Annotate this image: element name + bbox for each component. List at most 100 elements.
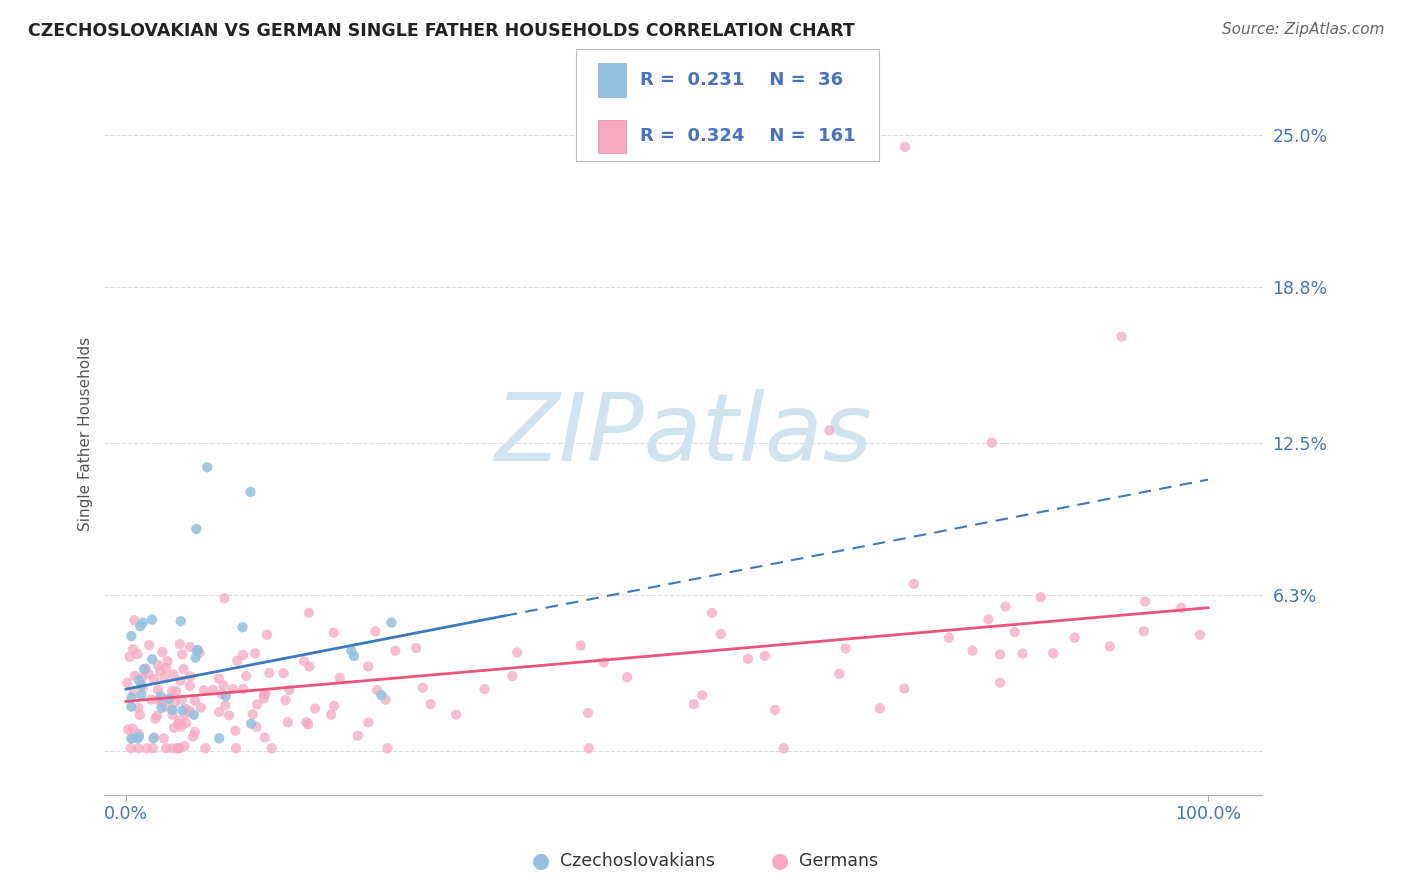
- Point: [894, 140, 917, 154]
- Point: [138, 667, 160, 681]
- Point: [501, 669, 523, 683]
- Point: [179, 679, 201, 693]
- Point: [184, 650, 207, 665]
- Point: [869, 701, 891, 715]
- Point: [184, 725, 207, 739]
- Point: [446, 707, 468, 722]
- Point: [193, 683, 215, 698]
- Text: Czechoslovakians: Czechoslovakians: [560, 852, 714, 870]
- Point: [412, 681, 434, 695]
- Point: [128, 673, 150, 687]
- Point: [988, 675, 1011, 690]
- Point: [253, 731, 276, 745]
- Point: [174, 702, 197, 716]
- Point: [131, 688, 153, 702]
- Point: [117, 723, 139, 737]
- Point: [120, 731, 142, 746]
- Point: [155, 661, 177, 675]
- Point: [222, 681, 245, 696]
- Point: [152, 731, 174, 746]
- Point: [132, 615, 155, 630]
- Point: [340, 644, 363, 658]
- Point: [298, 606, 321, 620]
- Point: [226, 654, 249, 668]
- Point: [152, 695, 174, 709]
- Point: [834, 641, 856, 656]
- Point: [592, 656, 614, 670]
- Point: [155, 699, 177, 714]
- Point: [155, 741, 177, 756]
- Point: [132, 662, 155, 676]
- Point: [148, 693, 170, 707]
- Point: [1170, 600, 1192, 615]
- Point: [172, 647, 194, 661]
- Point: [208, 705, 231, 719]
- Point: [202, 682, 225, 697]
- Point: [138, 638, 160, 652]
- Text: ●: ●: [772, 851, 789, 871]
- Point: [903, 577, 925, 591]
- Point: [218, 708, 240, 723]
- Point: [506, 645, 529, 659]
- Point: [682, 697, 704, 711]
- Point: [242, 707, 264, 722]
- Point: [141, 652, 163, 666]
- Point: [277, 715, 299, 730]
- Point: [977, 612, 1000, 626]
- Point: [380, 615, 402, 630]
- Point: [121, 731, 143, 746]
- Point: [322, 625, 344, 640]
- Point: [173, 662, 195, 676]
- Text: CZECHOSLOVAKIAN VS GERMAN SINGLE FATHER HOUSEHOLDS CORRELATION CHART: CZECHOSLOVAKIAN VS GERMAN SINGLE FATHER …: [28, 22, 855, 40]
- Point: [120, 629, 142, 643]
- Point: [1098, 640, 1121, 654]
- Point: [183, 707, 205, 722]
- Point: [240, 716, 263, 731]
- Point: [156, 654, 179, 668]
- Point: [170, 693, 193, 707]
- Point: [224, 723, 246, 738]
- Point: [129, 678, 152, 692]
- Point: [163, 721, 186, 735]
- Point: [149, 664, 172, 678]
- Point: [181, 730, 204, 744]
- Point: [162, 741, 184, 756]
- Point: [245, 720, 267, 734]
- Point: [179, 640, 201, 654]
- Point: [179, 669, 201, 683]
- Point: [243, 646, 266, 660]
- Point: [700, 606, 723, 620]
- Point: [150, 700, 173, 714]
- Point: [166, 741, 188, 756]
- Point: [329, 671, 352, 685]
- Point: [980, 435, 1002, 450]
- Point: [127, 731, 149, 746]
- Point: [169, 673, 191, 688]
- Point: [1111, 329, 1133, 343]
- Point: [121, 722, 143, 736]
- Point: [214, 698, 236, 713]
- Text: Source: ZipAtlas.com: Source: ZipAtlas.com: [1222, 22, 1385, 37]
- Point: [346, 729, 368, 743]
- Point: [232, 648, 254, 662]
- Point: [146, 682, 169, 697]
- Point: [323, 698, 346, 713]
- Point: [174, 716, 197, 731]
- Point: [893, 681, 915, 696]
- Point: [157, 691, 180, 706]
- Point: [763, 703, 786, 717]
- Point: [120, 741, 142, 756]
- Point: [153, 670, 176, 684]
- Point: [405, 640, 427, 655]
- Point: [1042, 646, 1064, 660]
- Point: [160, 703, 183, 717]
- Point: [128, 727, 150, 741]
- Point: [135, 662, 157, 676]
- Text: ZIPatlas: ZIPatlas: [495, 389, 872, 480]
- Point: [190, 700, 212, 714]
- Point: [143, 672, 166, 686]
- Point: [118, 649, 141, 664]
- Point: [208, 672, 231, 686]
- Point: [384, 643, 406, 657]
- Point: [188, 646, 211, 660]
